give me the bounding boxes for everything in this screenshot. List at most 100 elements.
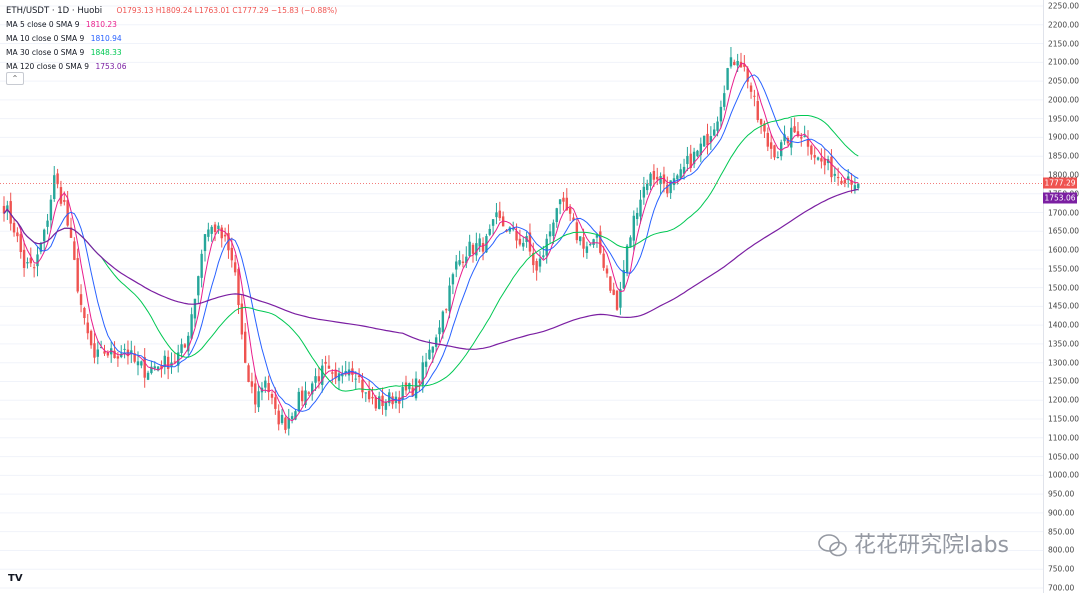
candle-body[interactable]: [290, 416, 294, 420]
candle-body[interactable]: [56, 173, 59, 185]
candle-body[interactable]: [270, 393, 274, 398]
candle-body[interactable]: [200, 253, 203, 278]
candle-body[interactable]: [29, 257, 32, 264]
candle-body[interactable]: [592, 239, 595, 245]
candle-body[interactable]: [210, 226, 213, 234]
candle-body[interactable]: [830, 156, 833, 178]
candle-body[interactable]: [639, 199, 642, 217]
candle-body[interactable]: [106, 352, 110, 356]
candle-body[interactable]: [646, 183, 649, 191]
candle-body[interactable]: [656, 176, 659, 180]
candle-body[interactable]: [605, 268, 609, 274]
candle-body[interactable]: [558, 199, 562, 205]
candle-body[interactable]: [213, 224, 217, 233]
candle-body[interactable]: [850, 180, 853, 185]
candle-body[interactable]: [357, 375, 361, 378]
candle-body[interactable]: [652, 170, 656, 180]
candle-body[interactable]: [36, 254, 39, 267]
candle-body[interactable]: [264, 380, 267, 388]
candle-body[interactable]: [280, 414, 284, 424]
candle-body[interactable]: [26, 262, 29, 264]
candle-body[interactable]: [76, 258, 79, 292]
candle-body[interactable]: [331, 372, 334, 374]
candle-body[interactable]: [699, 143, 702, 156]
candle-body[interactable]: [445, 309, 448, 311]
candle-body[interactable]: [424, 361, 428, 367]
candle-body[interactable]: [347, 369, 351, 376]
candle-body[interactable]: [612, 289, 615, 295]
candle-body[interactable]: [833, 173, 836, 176]
candle-body[interactable]: [461, 261, 465, 263]
candle-body[interactable]: [317, 376, 321, 382]
candle-body[interactable]: [103, 351, 106, 354]
candle-body[interactable]: [843, 180, 847, 184]
candle-body[interactable]: [625, 245, 629, 273]
candle-body[interactable]: [635, 213, 639, 220]
candle-body[interactable]: [173, 361, 177, 363]
candle-body[interactable]: [53, 175, 56, 200]
candle-body[interactable]: [783, 134, 786, 142]
candle-body[interactable]: [438, 327, 441, 335]
candle-body[interactable]: [240, 303, 244, 335]
candle-body[interactable]: [187, 335, 190, 352]
candle-body[interactable]: [481, 242, 485, 252]
candle-body[interactable]: [448, 285, 451, 312]
candle-body[interactable]: [562, 197, 565, 202]
candle-body[interactable]: [190, 314, 193, 339]
candle-body[interactable]: [823, 158, 826, 166]
candle-body[interactable]: [408, 383, 411, 390]
candle-body[interactable]: [371, 396, 374, 399]
candle-body[interactable]: [826, 159, 830, 164]
candle-body[interactable]: [334, 369, 337, 379]
candle-body[interactable]: [277, 410, 280, 425]
candle-body[interactable]: [43, 229, 46, 242]
candle-body[interactable]: [706, 133, 709, 146]
candle-body[interactable]: [300, 390, 304, 402]
candle-body[interactable]: [659, 176, 662, 185]
candle-body[interactable]: [153, 366, 156, 369]
candle-body[interactable]: [719, 106, 723, 122]
candle-body[interactable]: [304, 390, 307, 405]
candle-body[interactable]: [388, 392, 391, 404]
candle-body[interactable]: [237, 268, 240, 306]
price-axis[interactable]: 2250.00 2200.00 2150.00 2100.00 2050.00 2000.…: [1043, 0, 1080, 593]
candle-body[interactable]: [790, 127, 793, 148]
candle-body[interactable]: [207, 229, 210, 237]
candle-body[interactable]: [723, 93, 726, 107]
candle-body[interactable]: [89, 330, 93, 346]
candle-body[interactable]: [297, 391, 300, 412]
candle-body[interactable]: [96, 349, 99, 357]
candle-body[interactable]: [49, 199, 53, 221]
candle-body[interactable]: [736, 61, 739, 66]
price-chart[interactable]: [0, 0, 1043, 593]
candle-body[interactable]: [518, 238, 522, 245]
candle-body[interactable]: [401, 387, 404, 400]
candle-body[interactable]: [535, 260, 538, 271]
candle-body[interactable]: [354, 378, 357, 380]
candle-body[interactable]: [579, 236, 582, 242]
candle-body[interactable]: [123, 348, 126, 350]
indicator-ma120[interactable]: MA 120 close 0 SMA 9 1753.06: [6, 60, 337, 74]
candle-body[interactable]: [769, 142, 773, 149]
candle-body[interactable]: [813, 155, 816, 158]
candle-body[interactable]: [244, 331, 247, 363]
candle-body[interactable]: [341, 374, 344, 377]
candle-body[interactable]: [116, 356, 120, 359]
candle-body[interactable]: [488, 228, 491, 235]
candle-body[interactable]: [130, 350, 133, 355]
candle-body[interactable]: [404, 382, 408, 391]
candle-body[interactable]: [113, 350, 116, 359]
candle-body[interactable]: [512, 228, 515, 230]
candle-body[interactable]: [441, 311, 445, 333]
candle-body[interactable]: [156, 366, 160, 371]
candle-body[interactable]: [465, 256, 468, 264]
candle-body[interactable]: [857, 183, 860, 189]
candle-body[interactable]: [649, 173, 652, 186]
candle-body[interactable]: [766, 132, 769, 147]
candle-body[interactable]: [223, 234, 227, 237]
candle-body[interactable]: [676, 175, 679, 180]
candle-body[interactable]: [692, 151, 696, 165]
candle-body[interactable]: [12, 222, 16, 233]
candle-body[interactable]: [840, 180, 843, 184]
candle-body[interactable]: [666, 184, 669, 194]
